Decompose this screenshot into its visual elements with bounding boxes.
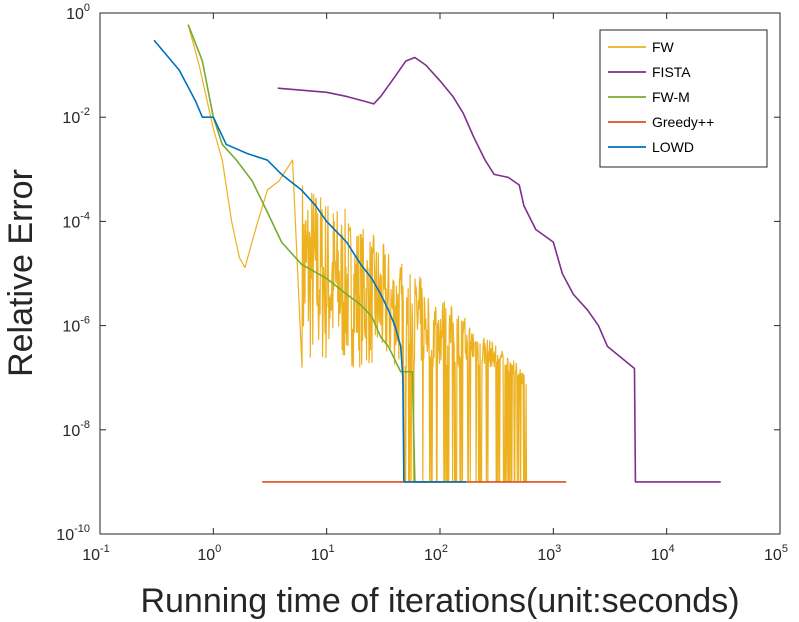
y-tick-mantissa: 10	[56, 527, 74, 544]
legend: FW FISTA FW-M Greedy++ LOWD	[599, 29, 768, 168]
y-tick-label: 10-6	[62, 315, 90, 336]
x-tick-mantissa: 10	[197, 547, 215, 564]
series-layer	[153, 24, 721, 483]
x-tick-label: 101	[311, 543, 335, 564]
x-tick-exponent: 1	[329, 543, 335, 555]
x-tick-exponent: 0	[215, 543, 221, 555]
series-line-fista	[277, 56, 721, 483]
y-tick-exponent: 0	[84, 2, 90, 14]
legend-label-fw: FW	[652, 39, 675, 55]
legend-box	[599, 29, 768, 168]
series-line-lowd	[153, 39, 467, 483]
x-tick-mantissa: 10	[651, 547, 669, 564]
y-tick-mantissa: 10	[62, 214, 80, 231]
y-tick-mantissa: 10	[62, 319, 80, 336]
y-tick-exponent: -8	[80, 419, 90, 431]
x-tick-exponent: 4	[669, 543, 675, 555]
x-tick-mantissa: 10	[424, 547, 442, 564]
x-tick-label: 10-1	[82, 543, 110, 564]
x-tick-mantissa: 10	[537, 547, 555, 564]
x-axis-label: Running time of iterations(unit:seconds)	[140, 582, 739, 620]
y-tick-exponent: -6	[80, 315, 90, 327]
y-tick-mantissa: 10	[66, 6, 84, 23]
x-tick-exponent: -1	[100, 543, 110, 555]
x-tick-exponent: 3	[555, 543, 561, 555]
x-tick-label: 100	[197, 543, 221, 564]
legend-label-fista: FISTA	[652, 64, 691, 80]
x-tick-label: 102	[424, 543, 448, 564]
y-tick-label: 100	[66, 2, 90, 23]
series-line-fw-m	[187, 24, 440, 483]
x-tick-label: 104	[651, 543, 675, 564]
x-axis-ticks: 10-1 100 101 102 103 104 105	[82, 13, 788, 564]
y-tick-label: 10-10	[56, 523, 90, 544]
y-tick-label: 10-4	[62, 210, 90, 231]
x-tick-exponent: 2	[442, 543, 448, 555]
x-tick-label: 103	[537, 543, 561, 564]
x-tick-label: 105	[764, 543, 788, 564]
y-tick-mantissa: 10	[62, 110, 80, 127]
legend-label-fw-m: FW-M	[652, 89, 690, 105]
y-tick-mantissa: 10	[62, 423, 80, 440]
y-tick-exponent: -4	[80, 210, 90, 222]
x-tick-exponent: 5	[782, 543, 788, 555]
x-tick-mantissa: 10	[764, 547, 782, 564]
y-axis-label: Relative Error	[2, 169, 40, 377]
legend-label-greedy-: Greedy++	[652, 114, 714, 130]
series-line-fw	[187, 24, 528, 483]
x-tick-mantissa: 10	[311, 547, 329, 564]
y-tick-label: 10-2	[62, 106, 90, 127]
y-tick-exponent: -10	[74, 523, 90, 535]
y-tick-exponent: -2	[80, 106, 90, 118]
y-tick-label: 10-8	[62, 419, 90, 440]
legend-label-lowd: LOWD	[652, 139, 694, 155]
x-tick-mantissa: 10	[82, 547, 100, 564]
